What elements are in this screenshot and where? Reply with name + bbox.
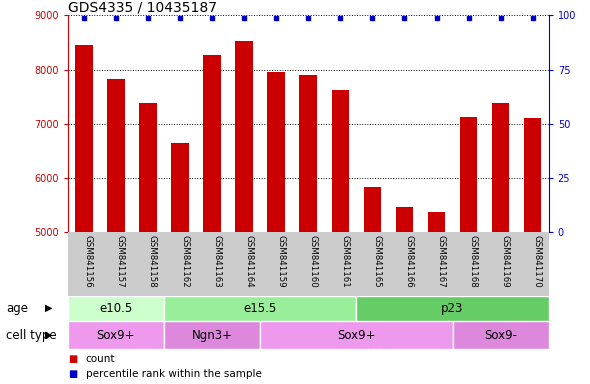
Text: ■: ■ [68,354,77,364]
Text: cell type: cell type [6,329,57,341]
Text: GDS4335 / 10435187: GDS4335 / 10435187 [68,0,217,14]
Text: GSM841160: GSM841160 [308,235,317,288]
Text: GSM841158: GSM841158 [148,235,157,288]
Text: p23: p23 [441,302,464,314]
Bar [267,72,285,232]
Text: GSM841167: GSM841167 [437,235,445,288]
Bar [428,212,445,232]
Bar [460,117,477,232]
Text: age: age [6,302,28,314]
Text: Ngn3+: Ngn3+ [192,329,232,341]
Bar [453,321,549,349]
Bar [235,41,253,232]
Text: GSM841157: GSM841157 [116,235,125,288]
Bar [260,321,453,349]
Text: GSM841164: GSM841164 [244,235,253,288]
Bar [164,296,356,321]
Text: GSM841156: GSM841156 [84,235,93,288]
Bar [171,143,189,232]
Text: GSM841169: GSM841169 [500,235,510,288]
Text: GSM841162: GSM841162 [180,235,189,288]
Text: GSM841170: GSM841170 [533,235,542,288]
Text: GSM841159: GSM841159 [276,235,285,288]
Bar [356,296,549,321]
Bar [363,187,381,232]
Text: e15.5: e15.5 [244,302,277,314]
Text: Sox9+: Sox9+ [337,329,376,341]
Text: Sox9-: Sox9- [484,329,517,341]
Bar [68,321,164,349]
Bar [68,296,164,321]
Text: count: count [86,354,115,364]
Text: GSM841165: GSM841165 [372,235,381,288]
Text: Sox9+: Sox9+ [97,329,135,341]
Text: GSM841168: GSM841168 [468,235,477,288]
Bar [204,55,221,232]
Bar [139,103,157,232]
Text: GSM841163: GSM841163 [212,235,221,288]
Text: percentile rank within the sample: percentile rank within the sample [86,369,261,379]
Bar [164,321,260,349]
Bar [332,90,349,232]
Text: e10.5: e10.5 [99,302,133,314]
Bar [524,118,542,232]
Text: ■: ■ [68,369,77,379]
Bar [107,79,124,232]
Bar [75,45,93,232]
Text: ▶: ▶ [45,330,52,340]
Bar [300,75,317,232]
Text: GSM841161: GSM841161 [340,235,349,288]
Bar [396,207,413,232]
Bar [492,103,509,232]
Text: GSM841166: GSM841166 [405,235,414,288]
Text: ▶: ▶ [45,303,52,313]
